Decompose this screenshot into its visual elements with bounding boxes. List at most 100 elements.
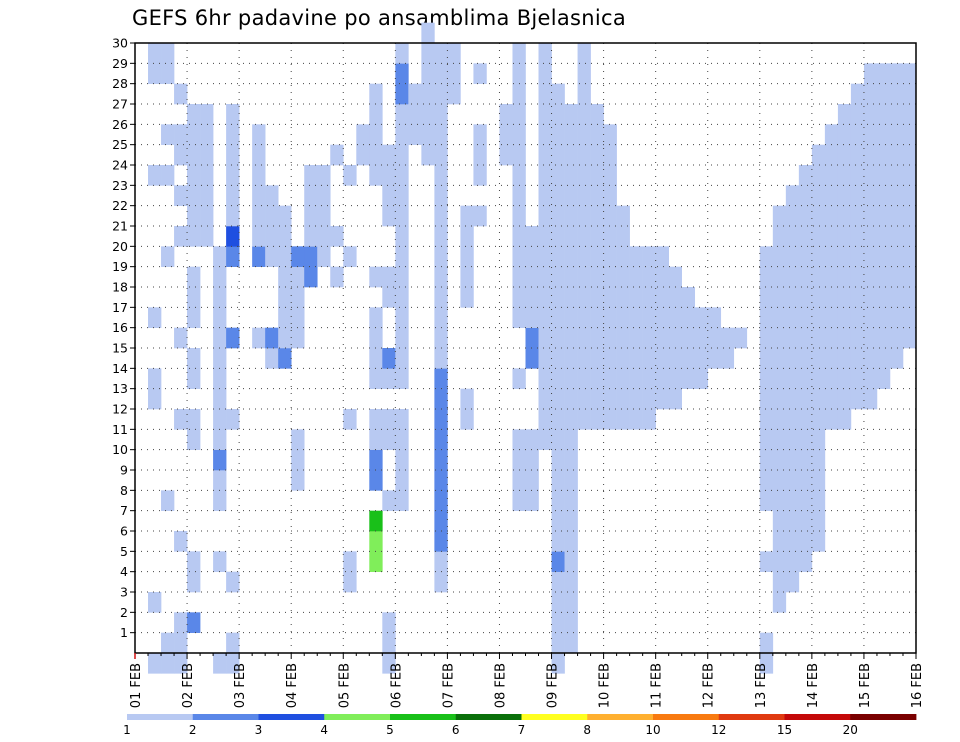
data-cell [291,470,305,491]
data-cell [395,409,409,430]
data-cell [499,104,513,125]
data-cell [278,287,292,308]
data-cell [876,287,891,308]
colorbar-label: 20 [843,723,858,737]
y-tick-label: 17 [112,300,128,315]
data-cell [577,409,591,430]
data-cell [226,571,240,593]
data-cell [434,124,448,145]
data-cell [317,226,331,247]
data-cell [512,185,526,206]
data-cell [278,348,292,369]
data-cell [577,348,591,369]
data-cell [681,348,696,369]
data-cell [538,205,552,227]
data-cell [616,409,630,430]
x-tick-label: 09 FEB [546,663,561,708]
colorbar-segment [850,714,917,720]
y-tick-label: 9 [120,463,128,478]
data-cell [889,307,904,328]
data-cell [395,266,409,288]
data-cell [811,409,826,430]
data-cell [460,205,474,227]
data-cell [551,205,565,227]
data-cell [824,348,839,369]
data-cell [434,368,448,389]
y-tick-label: 28 [112,76,128,91]
data-cell [174,83,188,105]
data-cell [369,307,383,328]
data-cell [538,409,552,430]
data-cell [343,571,357,593]
data-cell [759,449,774,471]
data-cell [798,327,813,349]
data-cell [278,307,292,328]
data-cell [343,551,357,572]
y-tick-label: 26 [112,117,128,132]
data-cell [369,429,383,450]
data-cell [772,510,787,532]
data-cell [161,490,175,511]
data-cell [902,165,917,186]
data-cell [382,368,396,389]
data-cell [811,266,826,288]
data-cell [369,409,383,430]
data-cell [200,165,214,186]
data-cell [577,144,591,166]
data-cell [577,226,591,247]
data-cell [148,43,162,64]
data-cell [837,165,852,186]
data-cell [499,124,513,145]
data-cell [798,205,813,227]
data-cell [785,551,800,572]
data-cell [616,327,630,349]
data-cell [694,307,709,328]
data-cell [564,368,578,389]
data-cell [811,165,826,186]
data-cell [291,307,305,328]
data-cell [759,388,774,410]
data-cell [460,226,474,247]
data-cell [642,266,656,288]
data-cell [798,470,813,491]
data-cell [668,307,682,328]
data-cell [850,104,865,125]
data-cell [187,348,201,369]
data-cell [863,83,878,105]
data-cell [616,205,630,227]
data-cell [681,368,696,389]
data-cell [616,226,630,247]
data-cell [902,205,917,227]
data-cell [564,551,578,572]
data-cell [772,470,787,491]
data-cell [525,490,539,511]
data-cell [538,266,552,288]
data-cell [577,43,591,64]
data-cell [863,165,878,186]
data-cell [564,165,578,186]
data-cell [616,307,630,328]
data-cell [785,531,800,552]
data-cell [551,368,565,389]
x-tick-label: 12 FEB [702,663,717,708]
data-cell [213,307,227,328]
data-cell [213,429,227,450]
data-cell [434,63,448,84]
data-cell [785,266,800,288]
data-cell [629,246,643,267]
data-cell [889,63,904,84]
data-cell [759,490,774,511]
data-cell [395,144,409,166]
data-cell [590,266,604,288]
data-cell [785,287,800,308]
data-cell [850,368,865,389]
colorbar-segment [192,714,259,720]
data-cell [616,287,630,308]
data-cell [421,63,435,84]
data-cell [889,205,904,227]
data-cell [252,165,266,186]
data-cell [174,144,188,166]
data-cell [330,266,344,288]
data-cell [473,124,487,145]
data-cell [538,348,552,369]
